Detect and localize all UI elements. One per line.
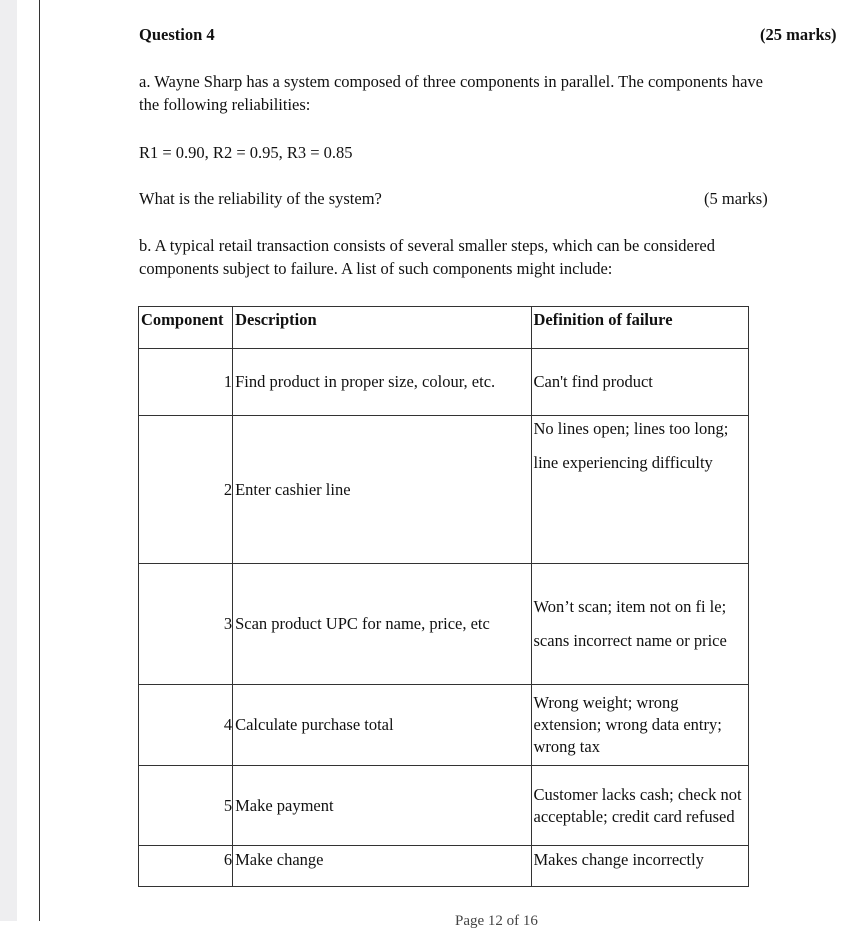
cell-number: 2 — [137, 415, 234, 564]
table-row: 3 Scan product UPC for name, price, etc … — [137, 563, 749, 685]
table-row: 6 Make change Makes change incorrectly — [137, 845, 749, 887]
cell-description: Calculate purchase total — [232, 684, 532, 766]
cell-number: 3 — [137, 563, 234, 685]
table-row: 5 Make payment Customer lacks cash; chec… — [137, 765, 749, 846]
part-b-line2: components subject to failure. A list of… — [139, 259, 613, 278]
table-row: 4 Calculate purchase total Wrong weight;… — [137, 684, 749, 766]
cell-description: Find product in proper size, colour, etc… — [232, 348, 532, 416]
definition-line: scans incorrect name or price — [533, 631, 727, 650]
page-footer: Page 12 of 16 — [455, 913, 538, 929]
cell-definition: Won’t scan; item not on fi le; scans inco… — [530, 563, 749, 685]
definition-line: Won’t scan; item not on fi le; — [533, 597, 727, 616]
part-a-line1: a. Wayne Sharp has a system composed of … — [139, 72, 763, 91]
cell-number: 1 — [137, 348, 234, 416]
page-edge — [39, 0, 40, 921]
header-description: Description — [232, 306, 532, 349]
cell-number: 5 — [137, 765, 234, 846]
cell-definition: Wrong weight; wrong extension; wrong dat… — [530, 684, 749, 766]
viewer-gutter — [0, 0, 17, 921]
question-marks: (25 marks) — [760, 25, 837, 44]
components-table: Component Description Definition of fail… — [137, 306, 749, 887]
cell-definition: Customer lacks cash; check not acceptabl… — [530, 765, 749, 846]
header-component: Component — [137, 306, 234, 349]
cell-description: Make payment — [232, 765, 532, 846]
definition-line: No lines open; lines too long; — [533, 419, 729, 438]
part-a-line2: the following reliabilities: — [139, 95, 311, 114]
part-a-marks: (5 marks) — [704, 189, 768, 208]
part-a-question: What is the reliability of the system? — [139, 189, 382, 208]
cell-description: Scan product UPC for name, price, etc — [232, 563, 532, 685]
cell-description: Enter cashier line — [232, 415, 532, 564]
cell-definition: Can't find product — [530, 348, 749, 416]
table-header-row: Component Description Definition of fail… — [137, 306, 749, 349]
cell-description: Make change — [232, 845, 532, 887]
header-definition: Definition of failure — [530, 306, 749, 349]
part-b-line1: b. A typical retail transaction consists… — [139, 236, 715, 255]
definition-line: line experiencing difficulty — [533, 453, 713, 472]
question-title: Question 4 — [139, 25, 215, 44]
reliabilities: R1 = 0.90, R2 = 0.95, R3 = 0.85 — [139, 143, 353, 162]
cell-definition: Makes change incorrectly — [530, 845, 749, 887]
cell-number: 4 — [137, 684, 234, 766]
table-row: 2 Enter cashier line No lines open; line… — [137, 415, 749, 564]
table-row: 1 Find product in proper size, colour, e… — [137, 348, 749, 416]
cell-definition: No lines open; lines too long; line exper… — [530, 415, 749, 564]
cell-number: 6 — [137, 845, 234, 887]
